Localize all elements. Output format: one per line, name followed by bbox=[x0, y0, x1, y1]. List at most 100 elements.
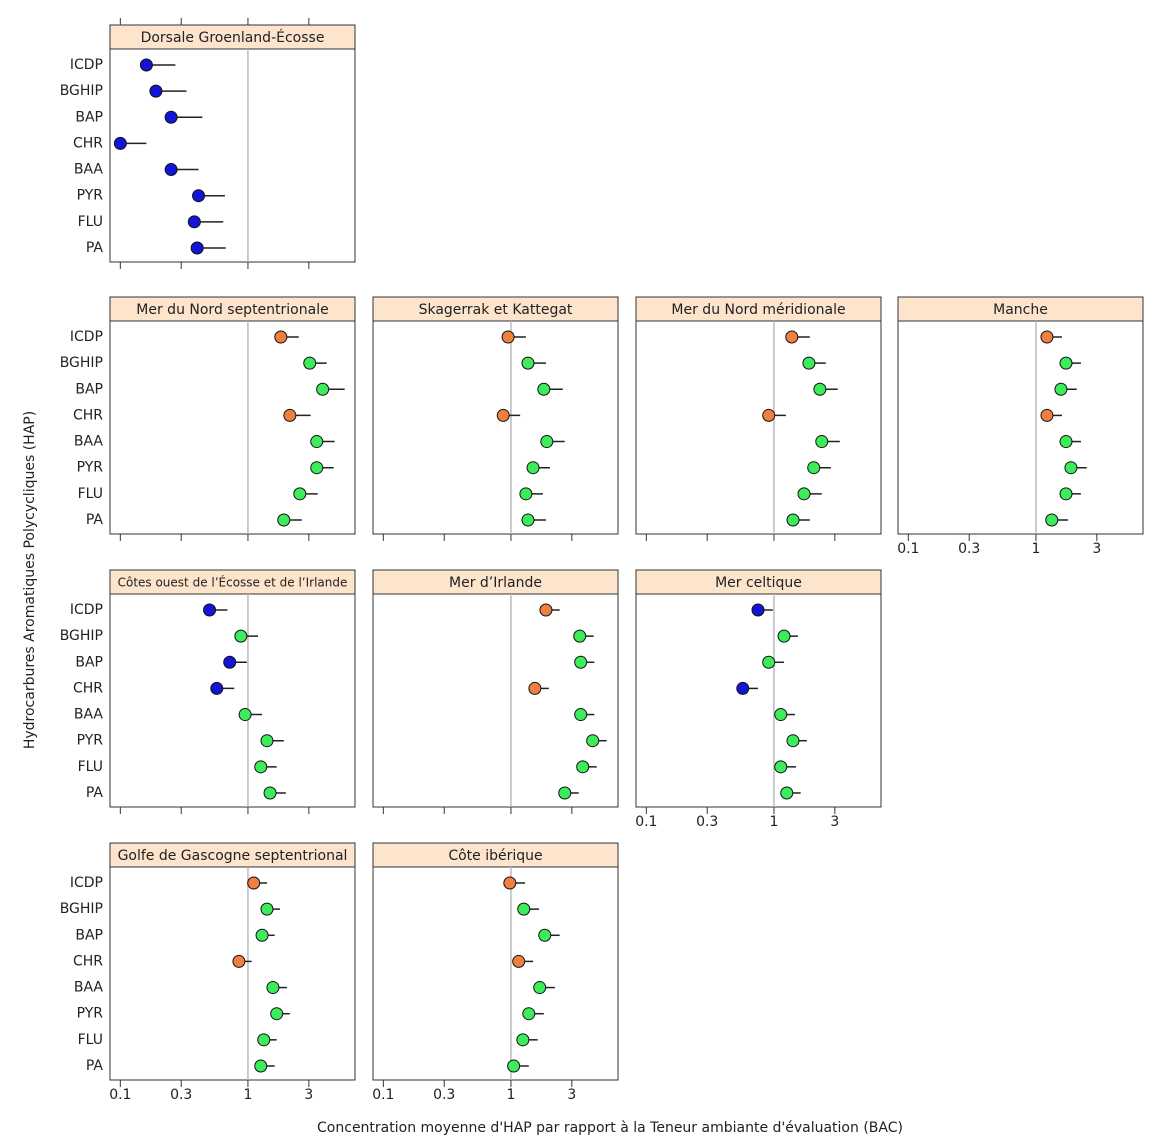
x-tick-label: 1 bbox=[506, 1087, 515, 1103]
dot bbox=[574, 655, 588, 669]
y-tick-label: BGHIP bbox=[60, 628, 103, 644]
dot bbox=[540, 435, 554, 449]
dot bbox=[303, 356, 317, 370]
panel-title: Skagerrak et Kattegat bbox=[419, 302, 573, 318]
panel-frame bbox=[372, 866, 619, 1081]
dot bbox=[1040, 330, 1054, 344]
dot bbox=[528, 681, 542, 695]
dot bbox=[736, 681, 750, 695]
y-tick-label: CHR bbox=[73, 953, 103, 969]
dot bbox=[785, 330, 799, 344]
y-tick-label: PA bbox=[86, 1058, 104, 1074]
y-tick-label: PYR bbox=[77, 460, 104, 476]
dot bbox=[164, 163, 178, 177]
dot bbox=[503, 876, 517, 890]
dot bbox=[257, 1033, 271, 1047]
y-tick-label: CHR bbox=[73, 680, 103, 696]
dot bbox=[310, 461, 324, 475]
panel-header bbox=[372, 842, 619, 868]
dot bbox=[538, 928, 552, 942]
dot bbox=[316, 382, 330, 396]
dot bbox=[254, 1059, 268, 1073]
dot bbox=[762, 655, 776, 669]
dot bbox=[774, 708, 788, 722]
panel-frame bbox=[109, 320, 356, 535]
dot bbox=[537, 382, 551, 396]
y-tick-label: ICDP bbox=[70, 602, 103, 618]
dot bbox=[1064, 461, 1078, 475]
x-tick-label: 0.3 bbox=[696, 814, 718, 830]
dot bbox=[521, 513, 535, 527]
dot bbox=[139, 58, 153, 72]
dot bbox=[507, 1059, 521, 1073]
dot bbox=[192, 189, 206, 203]
dot bbox=[777, 629, 791, 643]
panel-frame bbox=[109, 593, 356, 808]
x-tick-label: 0.1 bbox=[635, 814, 657, 830]
dot bbox=[813, 382, 827, 396]
y-tick-label: FLU bbox=[78, 759, 103, 775]
dot bbox=[574, 708, 588, 722]
y-tick-label: BGHIP bbox=[60, 83, 103, 99]
dot bbox=[260, 902, 274, 916]
panel-frame bbox=[109, 48, 356, 263]
y-tick-label: PA bbox=[86, 512, 104, 528]
dot bbox=[762, 408, 776, 422]
x-axis-label: Concentration moyenne d'HAP par rapport … bbox=[317, 1120, 903, 1136]
x-tick-label: 1 bbox=[243, 1087, 252, 1103]
dot bbox=[254, 760, 268, 774]
dot bbox=[573, 629, 587, 643]
y-tick-label: BAP bbox=[75, 381, 103, 397]
dot bbox=[786, 513, 800, 527]
x-tick-label: 3 bbox=[830, 814, 839, 830]
dot bbox=[149, 84, 163, 98]
y-tick-label: ICDP bbox=[70, 875, 103, 891]
panel-header bbox=[372, 296, 619, 322]
dot bbox=[807, 461, 821, 475]
dot bbox=[802, 356, 816, 370]
dot bbox=[223, 655, 237, 669]
panel-title: Mer d’Irlande bbox=[449, 575, 542, 591]
dot bbox=[260, 734, 274, 748]
y-tick-label: PA bbox=[86, 785, 104, 801]
y-tick-label: BAA bbox=[74, 162, 104, 178]
dot bbox=[164, 110, 178, 124]
y-tick-label: PA bbox=[86, 240, 104, 256]
x-tick-label: 3 bbox=[304, 1087, 313, 1103]
y-tick-label: BAA bbox=[74, 434, 104, 450]
dot bbox=[576, 760, 590, 774]
dot bbox=[496, 408, 510, 422]
panel-title: Côte ibérique bbox=[448, 848, 542, 864]
dot bbox=[210, 681, 224, 695]
x-tick-label: 0.1 bbox=[372, 1087, 394, 1103]
panel-header bbox=[897, 296, 1144, 322]
y-tick-label: BGHIP bbox=[60, 901, 103, 917]
y-tick-label: BAA bbox=[74, 707, 104, 723]
dot bbox=[526, 461, 540, 475]
dot bbox=[521, 356, 535, 370]
y-axis-label: Hydrocarbures Aromatiques Polycycliques … bbox=[22, 411, 38, 749]
dot bbox=[283, 408, 297, 422]
dot bbox=[797, 487, 811, 501]
dot bbox=[786, 734, 800, 748]
dot bbox=[751, 603, 765, 617]
panel-header bbox=[109, 842, 356, 868]
dot bbox=[1045, 513, 1059, 527]
y-tick-label: FLU bbox=[78, 1032, 103, 1048]
panel-title: Mer celtique bbox=[715, 575, 802, 591]
dot bbox=[187, 215, 201, 229]
dot bbox=[234, 629, 248, 643]
y-tick-label: BAA bbox=[74, 980, 104, 996]
y-tick-label: PYR bbox=[77, 733, 104, 749]
y-tick-label: BAP bbox=[75, 654, 103, 670]
panel-title: Golfe de Gascogne septentrional bbox=[118, 848, 348, 864]
dot bbox=[266, 981, 280, 995]
y-tick-label: CHR bbox=[73, 407, 103, 423]
dot bbox=[516, 1033, 530, 1047]
panel-title: Mer du Nord méridionale bbox=[671, 302, 845, 318]
panel-frame bbox=[897, 320, 1144, 535]
panel-header bbox=[109, 296, 356, 322]
x-tick-label: 0.3 bbox=[170, 1087, 192, 1103]
x-tick-label: 0.3 bbox=[433, 1087, 455, 1103]
dot bbox=[277, 513, 291, 527]
